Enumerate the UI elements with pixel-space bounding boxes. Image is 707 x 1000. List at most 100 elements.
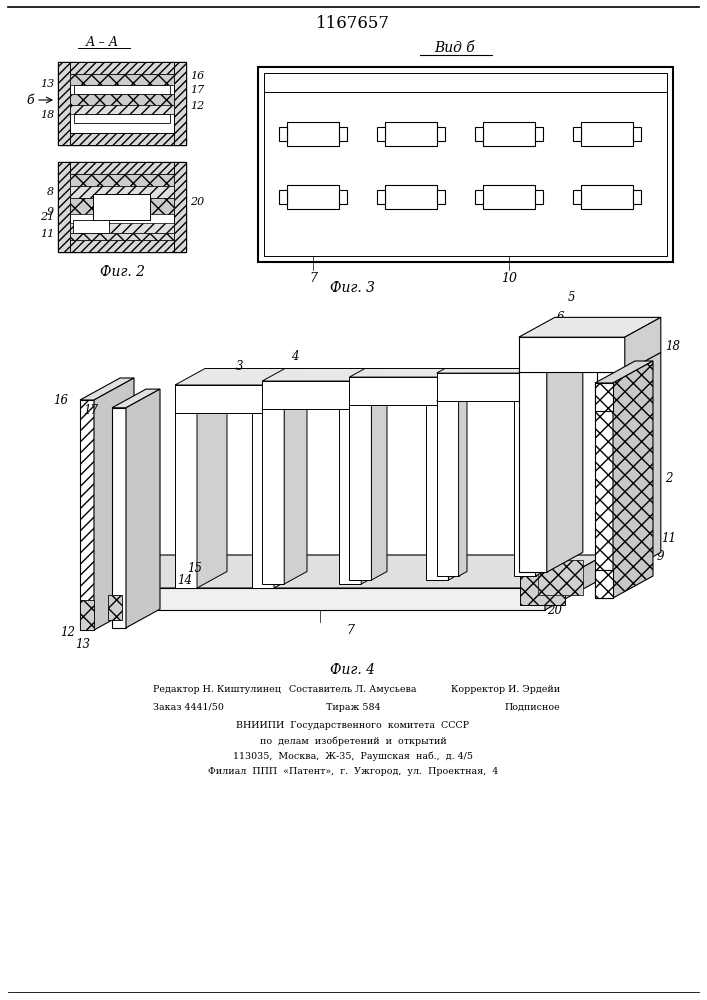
Polygon shape [625,317,661,372]
Bar [385,122,437,146]
Bar [535,190,543,204]
Bar [475,190,483,204]
Text: 6: 6 [557,311,565,324]
Text: А – А: А – А [86,35,119,48]
Bar [258,67,673,262]
Polygon shape [545,555,605,610]
Text: 18: 18 [665,340,680,353]
Bar [437,127,445,141]
Text: 12: 12 [61,626,76,639]
Text: Составитель Л. Амусьева: Составитель Л. Амусьева [289,686,416,694]
Text: 18: 18 [40,110,54,120]
Polygon shape [95,555,605,588]
Polygon shape [112,389,160,408]
Bar [595,383,613,598]
Bar [377,127,385,141]
Polygon shape [426,396,464,405]
Bar [58,62,186,145]
Polygon shape [197,396,227,588]
Bar [377,190,385,204]
Bar [70,233,174,240]
Bar [633,127,641,141]
Bar [538,560,583,595]
Text: 17: 17 [190,85,204,95]
Polygon shape [519,337,625,372]
Text: Фиг. 3: Фиг. 3 [330,281,375,295]
Bar [58,162,186,252]
Text: 7: 7 [346,624,354,637]
Text: 113035,  Москва,  Ж-35,  Раушская  наб.,  д. 4/5: 113035, Москва, Ж-35, Раушская наб., д. … [233,751,473,761]
Text: 13: 13 [40,79,54,89]
Text: 1167657: 1167657 [316,15,390,32]
Text: 10: 10 [501,271,517,284]
Bar [339,127,347,141]
Bar [483,185,535,209]
Bar [385,185,437,209]
Bar [339,190,347,204]
Text: 19: 19 [520,556,535,568]
Bar [437,190,445,204]
Text: 11: 11 [661,532,676,544]
Bar [70,198,174,214]
Text: по  делам  изобретений  и  открытий: по делам изобретений и открытий [259,736,446,746]
Polygon shape [437,401,459,576]
Polygon shape [595,361,653,383]
Text: 13: 13 [76,638,90,650]
Text: 2: 2 [665,472,672,485]
Text: 9: 9 [657,550,665,562]
Bar [58,162,70,252]
Text: 5: 5 [568,291,575,304]
Polygon shape [536,368,544,401]
Text: 8: 8 [47,187,54,197]
Bar [595,383,613,411]
Polygon shape [339,396,384,409]
Text: Тираж 584: Тираж 584 [326,702,380,712]
Polygon shape [175,385,274,413]
Polygon shape [274,396,304,588]
Text: 12: 12 [190,101,204,111]
Polygon shape [94,378,134,630]
Polygon shape [262,381,361,409]
Bar [108,595,122,620]
Bar [58,162,186,174]
Polygon shape [284,396,307,584]
Bar [80,600,94,630]
Text: 20: 20 [190,197,204,207]
Bar [279,190,287,204]
Polygon shape [597,352,661,372]
Text: Филиал  ППП  «Патент»,  г.  Ужгород,  ул.  Проектная,  4: Филиал ППП «Патент», г. Ужгород, ул. Про… [208,766,498,776]
Text: 16: 16 [53,393,68,406]
Polygon shape [274,368,304,413]
Bar [74,114,170,123]
Text: 15: 15 [187,562,202,574]
Text: 21: 21 [40,212,54,222]
Bar [573,127,581,141]
Polygon shape [361,368,384,409]
Polygon shape [112,408,126,628]
Polygon shape [349,368,464,377]
Polygon shape [349,396,387,405]
Bar [70,174,174,186]
Bar [633,190,641,204]
Text: ВНИИПИ  Государственного  комитета  СССР: ВНИИПИ Государственного комитета СССР [236,722,469,730]
Text: 3: 3 [236,360,244,373]
Bar [70,105,174,114]
Polygon shape [536,396,544,576]
Polygon shape [437,368,544,373]
Bar [279,127,287,141]
Bar [70,186,174,198]
Text: Вид б: Вид б [435,41,475,55]
Bar [287,185,339,209]
Bar [174,162,186,252]
Bar [264,73,667,256]
Polygon shape [437,373,536,401]
Polygon shape [519,372,547,572]
Bar [93,194,150,220]
Polygon shape [349,377,448,405]
Polygon shape [597,372,625,572]
Polygon shape [175,396,227,413]
Text: 11: 11 [40,229,54,239]
Text: 7: 7 [309,271,317,284]
Polygon shape [262,396,307,409]
Polygon shape [80,400,94,630]
